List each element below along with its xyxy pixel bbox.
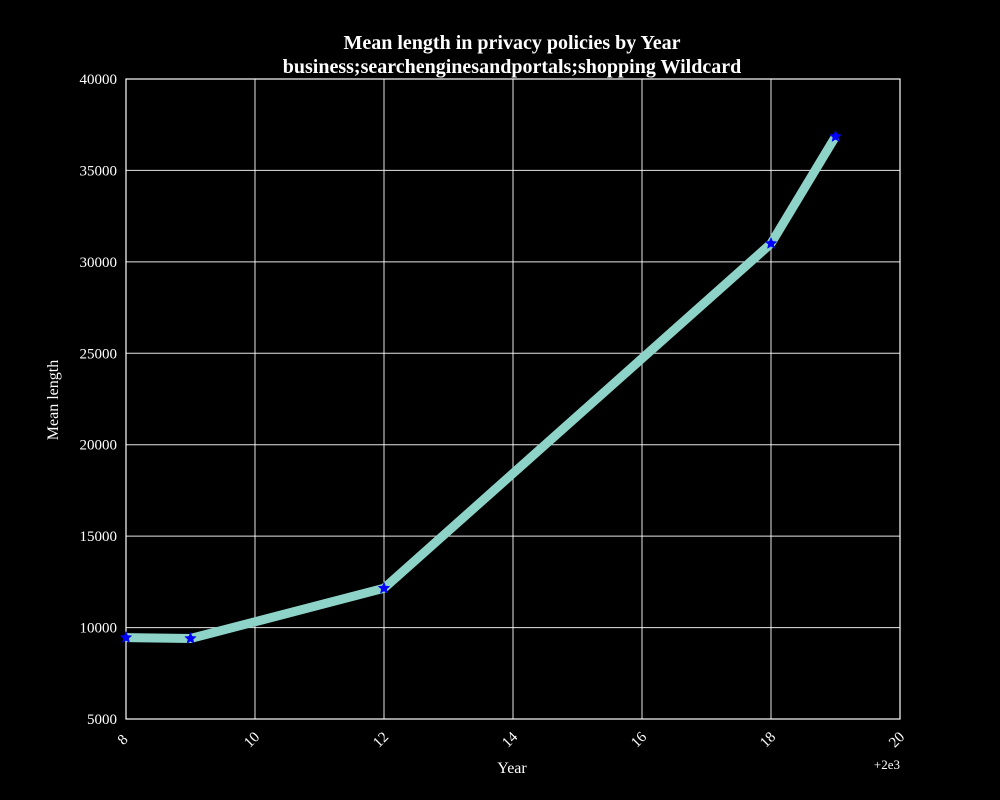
y-tick-label: 15000 [80, 529, 118, 545]
plot-frame [125, 78, 901, 720]
y-axis-label: Mean length [45, 360, 62, 440]
y-tick-label: 30000 [80, 255, 118, 271]
series-group [119, 129, 842, 644]
x-offset-label: +2e3 [874, 757, 900, 772]
data-point-marker [764, 236, 778, 249]
y-tick-label: 35000 [80, 163, 118, 179]
data-point-marker [119, 630, 133, 644]
y-tick-labels: 5000 10000 15000 20000 25000 30000 35000 40000 [80, 72, 118, 728]
x-axis-label: Year [497, 760, 527, 777]
y-tick-label: 5000 [87, 712, 117, 728]
data-point-marker [829, 129, 842, 142]
y-tick-label: 25000 [80, 346, 118, 362]
grid [125, 78, 901, 720]
y-tick-label: 20000 [80, 438, 118, 454]
data-point-marker [184, 631, 197, 644]
chart-subtitle: business;searchenginesandportals;shoppin… [283, 56, 741, 78]
chart-title: Mean length in privacy policies by Year [343, 32, 680, 54]
y-tick-label: 40000 [80, 72, 118, 88]
data-point-marker [377, 581, 391, 594]
y-tick-label: 10000 [80, 621, 118, 637]
